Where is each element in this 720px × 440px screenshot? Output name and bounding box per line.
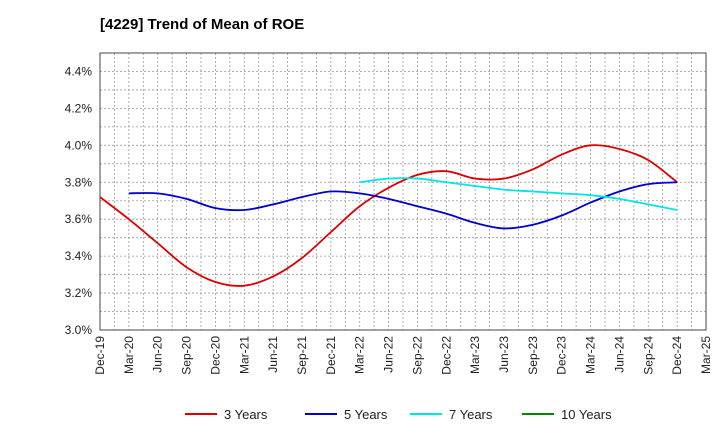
y-tick-label: 3.0% <box>65 323 93 337</box>
x-tick-label: Dec-22 <box>439 336 453 375</box>
x-tick-label: Dec-19 <box>93 336 107 375</box>
x-tick-label: Mar-24 <box>584 336 598 374</box>
x-tick-label: Dec-21 <box>324 336 338 375</box>
x-tick-label: Mar-20 <box>122 336 136 374</box>
legend: 3 Years 5 Years 7 Years 10 Years <box>185 407 612 422</box>
y-axis: 3.0% 3.2% 3.4% 3.6% 3.8% 4.0% 4.2% 4.4% <box>65 64 93 337</box>
x-tick-label: Mar-23 <box>468 336 482 374</box>
y-tick-label: 3.2% <box>65 286 93 300</box>
x-tick-label: Dec-24 <box>670 336 684 375</box>
series-lines <box>99 144 678 287</box>
x-tick-label: Sep-24 <box>641 336 655 375</box>
legend-label: 10 Years <box>561 407 612 422</box>
series-line-3 <box>359 177 678 211</box>
y-tick-label: 4.2% <box>65 101 93 115</box>
legend-label: 5 Years <box>344 407 388 422</box>
x-tick-label: Mar-21 <box>237 336 251 374</box>
x-tick-label: Dec-20 <box>208 336 222 375</box>
series-line-2 <box>128 181 678 230</box>
x-tick-label: Jun-20 <box>151 336 165 373</box>
x-tick-label: Dec-23 <box>555 336 569 375</box>
x-axis: Dec-19 Mar-20 Jun-20 Sep-20 Dec-20 Mar-21 Jun-… <box>93 336 713 375</box>
legend-label: 7 Years <box>449 407 493 422</box>
x-tick-label: Sep-23 <box>526 336 540 375</box>
chart-title: [4229] Trend of Mean of ROE <box>100 16 304 33</box>
series-line-1 <box>99 144 678 287</box>
y-tick-label: 3.8% <box>65 175 93 189</box>
x-tick-label: Sep-21 <box>295 336 309 375</box>
x-tick-label: Jun-21 <box>266 336 280 373</box>
y-tick-label: 4.4% <box>65 64 93 78</box>
x-tick-label: Jun-23 <box>497 336 511 373</box>
y-tick-label: 4.0% <box>65 138 93 152</box>
x-tick-label: Mar-22 <box>353 336 367 374</box>
x-tick-label: Jun-24 <box>612 336 626 373</box>
y-tick-label: 3.6% <box>65 212 93 226</box>
x-tick-label: Mar-25 <box>699 336 713 374</box>
plot-frame <box>99 52 707 331</box>
legend-label: 3 Years <box>224 407 268 422</box>
x-tick-label: Sep-20 <box>180 336 194 375</box>
plot-area <box>100 53 706 330</box>
x-tick-label: Jun-22 <box>382 336 396 373</box>
x-tick-label: Sep-22 <box>410 336 424 375</box>
y-tick-label: 3.4% <box>65 249 93 263</box>
